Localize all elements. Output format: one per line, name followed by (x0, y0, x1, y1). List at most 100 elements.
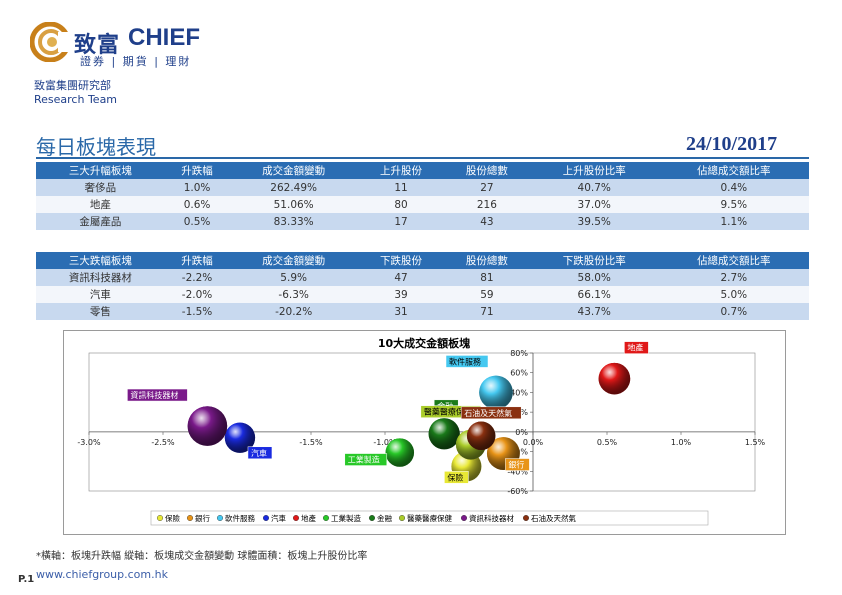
table-cell: 0.4% (658, 179, 809, 196)
bubble-4 (598, 362, 631, 395)
bubble-label-bg (444, 471, 469, 484)
legend-marker (292, 514, 299, 521)
table-row: 資訊科技器材 -2.2% 5.9% 47 81 58.0% 2.7% (36, 269, 809, 286)
table-row: 地產 0.6% 51.06% 80 216 37.0% 9.5% (36, 196, 809, 213)
department-name-en: Research Team (34, 93, 118, 106)
table-header-cell: 升跌幅 (164, 252, 230, 269)
website-link[interactable]: www.chiefgroup.com.hk (36, 568, 168, 581)
table-cell: -1.5% (164, 303, 230, 320)
table-row: 汽車 -2.0% -6.3% 39 59 66.1% 5.0% (36, 286, 809, 303)
x-tick-label: -1.5% (299, 438, 323, 447)
table-row: 奢侈品 1.0% 262.49% 11 27 40.7% 0.4% (36, 179, 809, 196)
table-cell: 11 (358, 179, 444, 196)
table-cell: 零售 (36, 303, 165, 320)
x-tick-label: 1.0% (671, 438, 692, 447)
bubble-label: 資訊科技器材 (130, 390, 178, 400)
table-header-cell: 下跌股份 (358, 252, 444, 269)
legend-label: 保險 (165, 513, 180, 523)
falling-sectors-table: 三大跌幅板塊 升跌幅 成交金額變動 下跌股份 股份總數 下跌股份比率 佔總成交額… (36, 252, 809, 320)
legend-label: 工業製造 (331, 513, 361, 523)
brand-name-cn: 致富 (74, 33, 121, 58)
legend-label: 金融 (377, 513, 392, 523)
bubble-chart: 10大成交金額板塊-3.0%-2.5%-2.0%-1.5%-1.0%-0.5%0… (77, 336, 766, 526)
y-tick-label: -60% (507, 487, 528, 496)
table-cell: 17 (358, 213, 444, 230)
bubble-label: 工業製造 (348, 455, 380, 465)
table-cell: 5.0% (658, 286, 809, 303)
bubble-label-bg (624, 341, 649, 354)
table-header-row: 三大升幅板塊 升跌幅 成交金額變動 上升股份 股份總數 上升股份比率 佔總成交額… (36, 162, 809, 179)
bubble-label: 保險 (447, 472, 463, 482)
page-title: 每日板塊表現 (36, 135, 156, 159)
chart-title: 10大成交金額板塊 (378, 336, 470, 350)
table-cell: 奢侈品 (36, 179, 165, 196)
company-logo (29, 21, 72, 63)
table-cell: 27 (443, 179, 530, 196)
x-tick-label: 0.0% (523, 438, 544, 447)
table-cell: 5.9% (229, 269, 359, 286)
bubble-label-bg (445, 355, 489, 368)
table-header-cell: 股份總數 (443, 162, 530, 179)
legend-label: 醫藥醫療保健 (407, 513, 452, 523)
legend-label: 汽車 (271, 513, 286, 523)
table-cell: 39.5% (529, 213, 659, 230)
bubble-label: 軟件服務 (449, 356, 481, 366)
table-cell: 80 (358, 196, 444, 213)
table-cell: 汽車 (36, 286, 165, 303)
bubble-2 (479, 375, 513, 410)
table-cell: 資訊科技器材 (36, 269, 165, 286)
chart-legend (150, 510, 709, 526)
table-cell: 262.49% (229, 179, 359, 196)
table-header-row: 三大跌幅板塊 升跌幅 成交金額變動 下跌股份 股份總數 下跌股份比率 佔總成交額… (36, 252, 809, 269)
chart-footnote: *橫軸：板塊升跌幅 縱軸：板塊成交金額變動 球體面積：板塊上升股份比率 (36, 551, 368, 562)
legend-label: 軟件服務 (225, 513, 255, 523)
legend-label: 地產 (301, 513, 316, 523)
y-tick-label: -40% (507, 467, 528, 476)
table-header-cell: 成交金額變動 (229, 162, 359, 179)
page-number: P.1 (18, 574, 35, 585)
legend-marker (186, 514, 193, 521)
table-cell: 58.0% (529, 269, 659, 286)
bubble-label: 汽車 (251, 448, 267, 458)
table-cell: 71 (443, 303, 530, 320)
table-header-cell: 三大跌幅板塊 (36, 252, 165, 269)
brand-name-en: CHIEF (128, 24, 200, 51)
bubble-label-bg (460, 406, 522, 420)
table-header-cell: 成交金額變動 (229, 252, 359, 269)
bubble-6 (428, 418, 460, 450)
table-cell: 0.5% (164, 213, 230, 230)
legend-label: 石油及天然氣 (531, 513, 576, 523)
legend-marker (323, 514, 330, 521)
department-name-cn: 致富集團研究部 (34, 79, 111, 92)
table-cell: 1.1% (658, 213, 809, 230)
table-cell: 9.5% (658, 196, 809, 213)
table-header-cell: 佔總成交額比率 (658, 162, 809, 179)
x-tick-label: 1.5% (745, 438, 766, 447)
legend-marker (262, 514, 269, 521)
legend-marker (216, 514, 223, 521)
table-cell: 43 (443, 213, 530, 230)
bubble-chart-panel: 10大成交金額板塊-3.0%-2.5%-2.0%-1.5%-1.0%-0.5%0… (63, 330, 786, 535)
table-cell: 1.0% (164, 179, 230, 196)
bubble-label: 地產 (627, 343, 643, 353)
table-cell: 0.6% (164, 196, 230, 213)
y-tick-label: 80% (510, 349, 528, 358)
legend-marker (523, 514, 530, 521)
table-cell: 81 (443, 269, 530, 286)
y-tick-label: 40% (510, 388, 528, 397)
legend-marker (156, 514, 163, 521)
bubble-label-bg (247, 446, 273, 460)
table-cell: 31 (358, 303, 444, 320)
table-header-cell: 上升股份比率 (529, 162, 659, 179)
bubble-label: 銀行 (508, 460, 524, 470)
legend-label: 資訊科技器材 (469, 513, 514, 523)
bubble-label-bg (127, 388, 188, 402)
bubble-label-bg (344, 453, 388, 466)
y-tick-label: 60% (510, 369, 528, 378)
title-divider (36, 157, 809, 159)
table-cell: 66.1% (529, 286, 659, 303)
table-header-cell: 升跌幅 (164, 162, 230, 179)
table-cell: 216 (443, 196, 530, 213)
x-tick-label: 0.5% (597, 438, 618, 447)
bubble-label: 醫藥醫療保健 (424, 407, 472, 417)
